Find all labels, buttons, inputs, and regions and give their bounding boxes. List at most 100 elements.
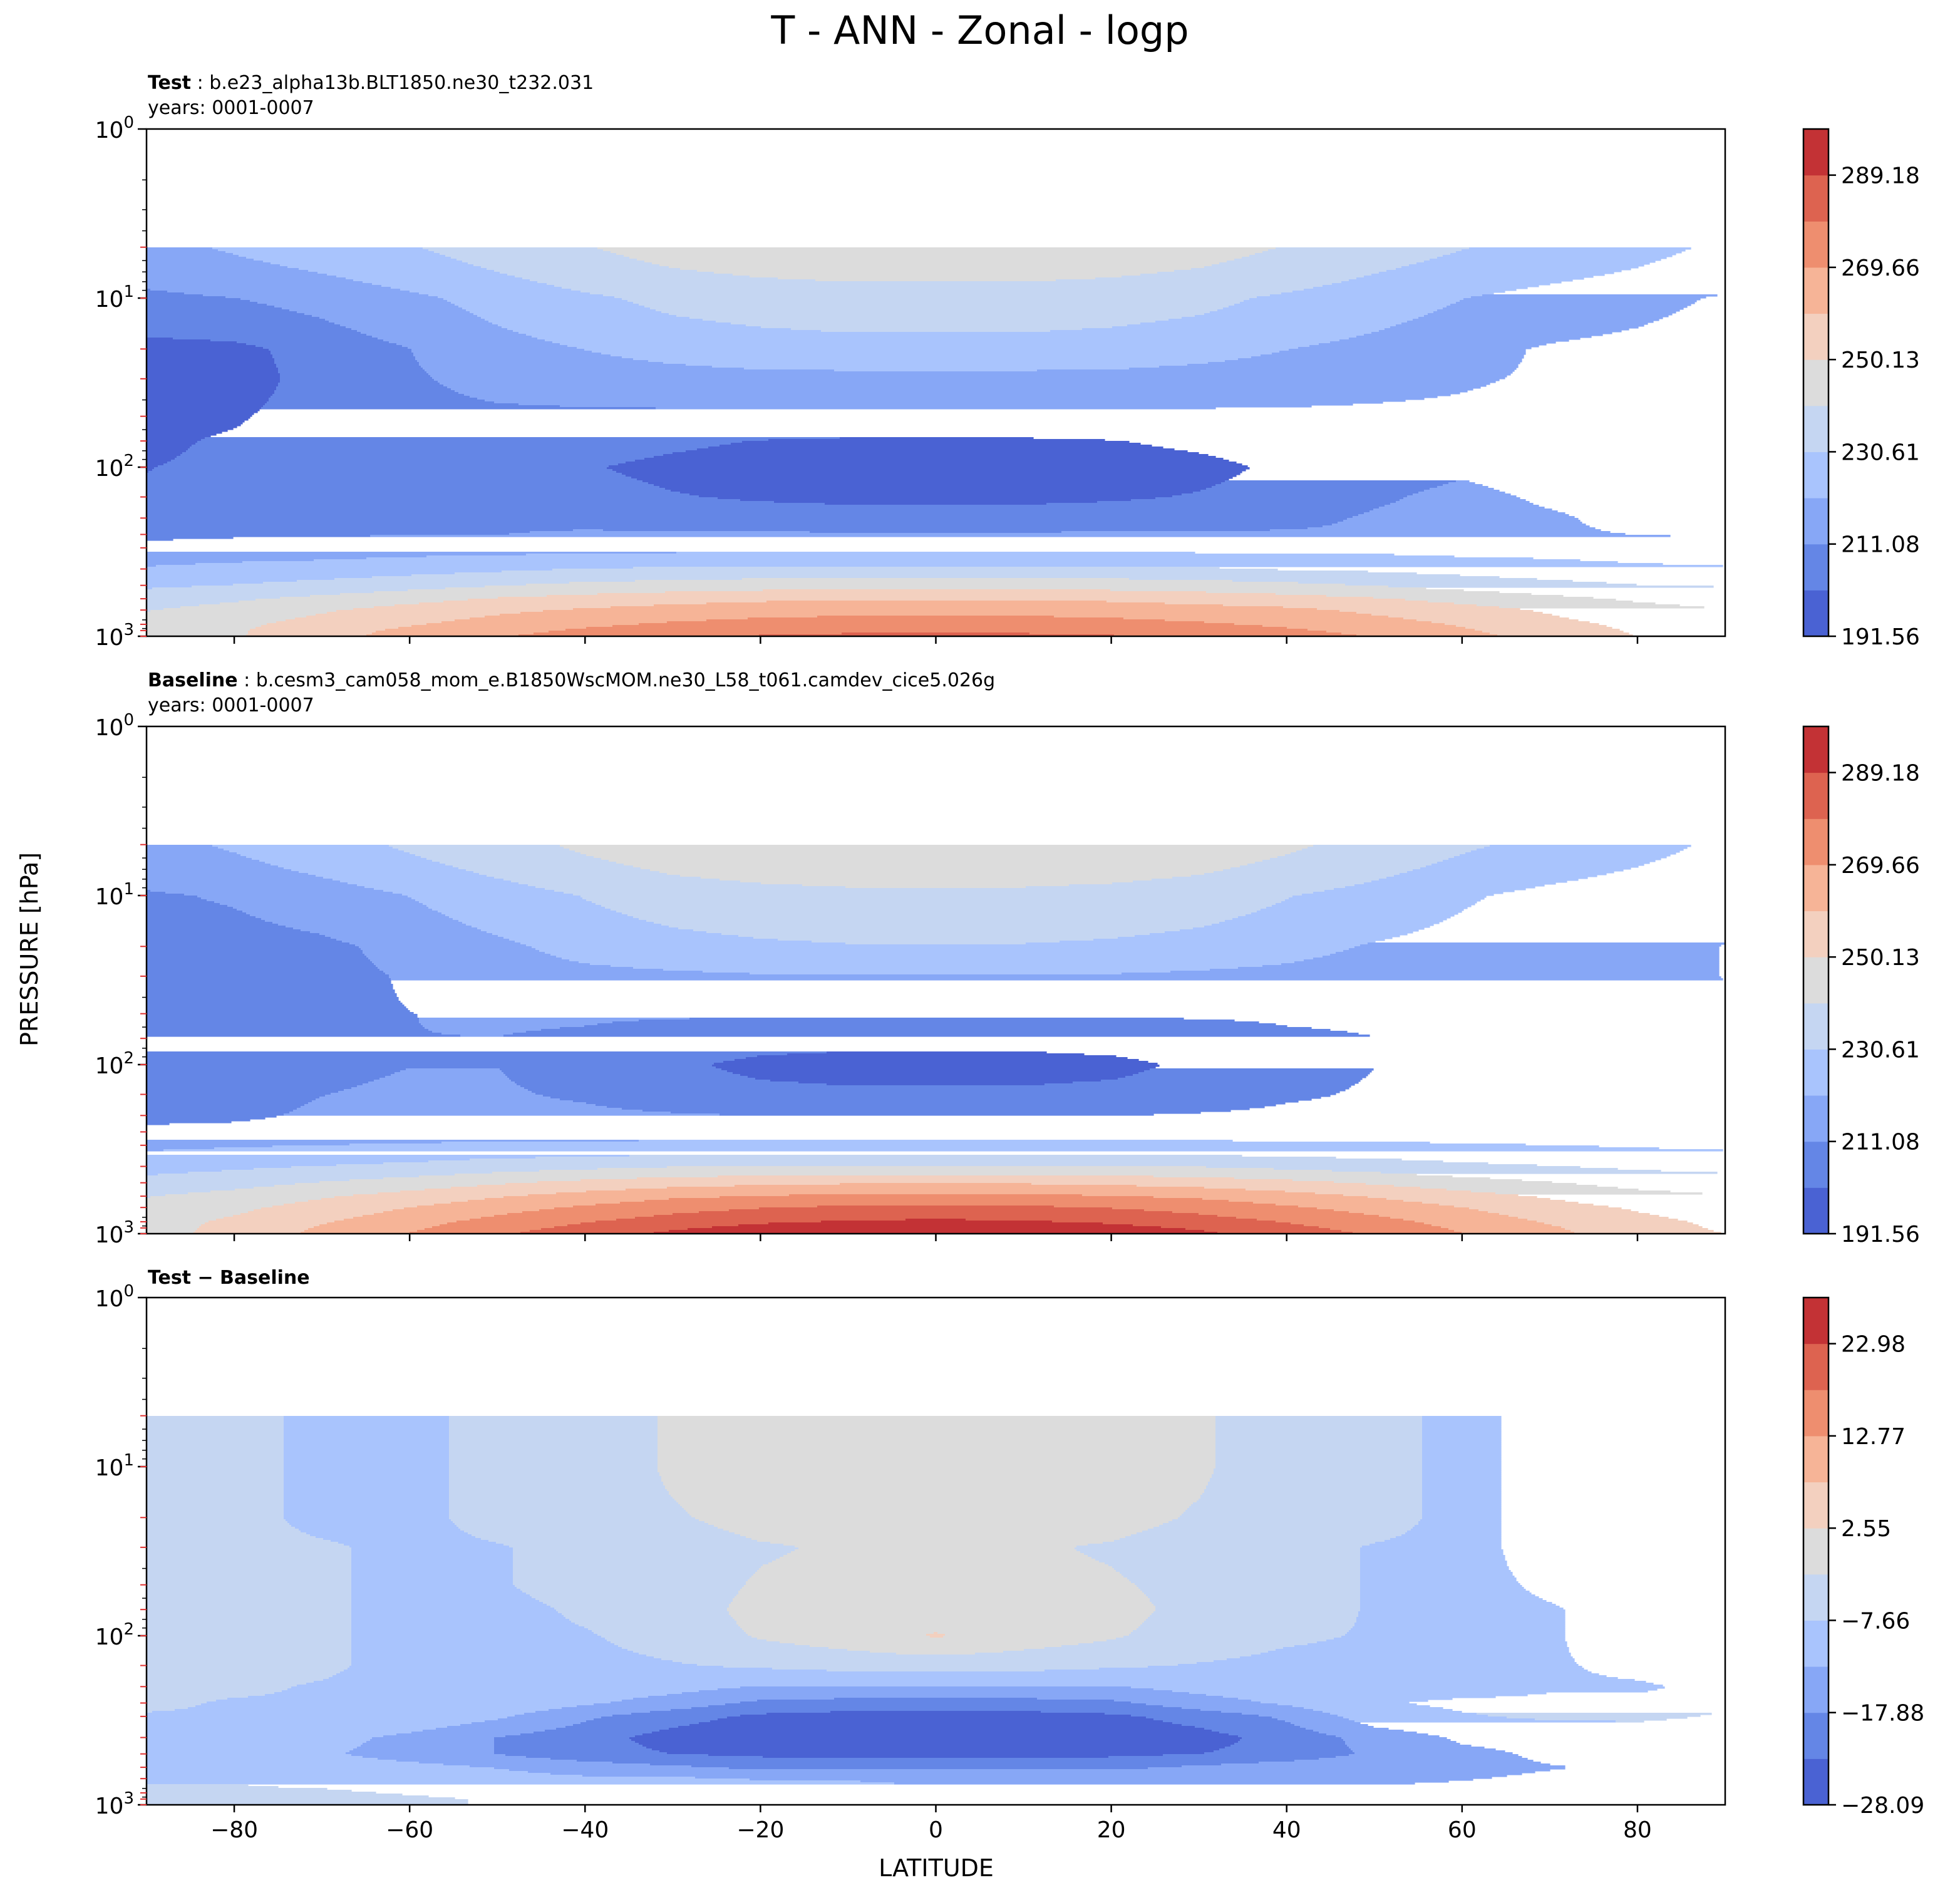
- contour-band: [147, 1461, 284, 1464]
- contour-band: [455, 304, 639, 306]
- contour-band: [147, 1006, 406, 1009]
- contour-band: [680, 875, 1192, 877]
- contour-band: [147, 407, 262, 410]
- contour-band: [503, 879, 720, 881]
- contour-band: [1385, 328, 1629, 331]
- y-tick-label: 101: [95, 880, 134, 910]
- contour-band: [363, 1083, 517, 1086]
- colorbar-tick-label: 2.55: [1841, 1516, 1891, 1542]
- contour-band: [1385, 1540, 1502, 1542]
- contour-band: [147, 1658, 352, 1661]
- contour-band: [1159, 1525, 1415, 1527]
- contour-band: [1422, 1433, 1502, 1435]
- contour-band: [147, 1547, 352, 1550]
- contour-band: [147, 1113, 284, 1116]
- contour-band: [147, 1591, 352, 1593]
- contour-band: [1360, 1570, 1511, 1572]
- contour-band: [445, 587, 1426, 590]
- contour-band: [601, 1717, 728, 1719]
- contour-band: [147, 1487, 284, 1490]
- contour-band: [456, 1525, 714, 1527]
- contour-band: [1445, 623, 1599, 626]
- contour-band: [325, 935, 498, 937]
- contour-band: [1422, 1514, 1502, 1516]
- contour-band: [1366, 1183, 1577, 1185]
- contour-band: [357, 1085, 521, 1088]
- contour-band: [147, 886, 365, 889]
- contour-band: [147, 507, 1380, 509]
- contour-band: [147, 907, 234, 909]
- contour-band: [147, 554, 527, 556]
- contour-band: [1499, 606, 1705, 609]
- contour-band: [147, 460, 172, 462]
- contour-band: [1148, 1666, 1582, 1668]
- contour-band: [753, 1574, 1122, 1576]
- contour-band: [147, 1683, 307, 1685]
- contour-band: [1403, 1200, 1565, 1202]
- contour-band: [776, 1559, 1096, 1561]
- contour-band: [691, 1707, 1182, 1710]
- colorbar-tick-label: −17.88: [1841, 1701, 1924, 1727]
- contour-band: [1349, 1747, 1485, 1749]
- contour-band: [366, 956, 557, 958]
- contour-band: [468, 1200, 645, 1202]
- contour-band: [147, 1108, 297, 1110]
- contour-band: [147, 1754, 352, 1757]
- contour-band: [639, 1140, 1233, 1142]
- contour-band: [147, 1211, 249, 1214]
- contour-band: [147, 1031, 433, 1033]
- contour-band: [284, 1470, 450, 1473]
- contour-band: [494, 1743, 639, 1745]
- y-tick-exponent: 0: [123, 711, 134, 730]
- contour-band: [714, 1525, 1160, 1527]
- contour-band: [821, 330, 1051, 333]
- contour-band: [351, 1591, 523, 1593]
- contour-band: [147, 1082, 369, 1084]
- contour-band: [1195, 315, 1425, 318]
- panel-label-case: : b.e23_alpha13b.BLT1850.ne30_t232.031: [191, 72, 594, 94]
- contour-band: [147, 1155, 630, 1157]
- contour-band: [351, 1628, 589, 1631]
- contour-band: [147, 1504, 284, 1507]
- contour-band: [616, 253, 1256, 256]
- contour-band: [310, 1534, 472, 1537]
- contour-band: [505, 1183, 840, 1185]
- contour-band: [284, 1418, 450, 1420]
- contour-band: [428, 1029, 542, 1031]
- contour-band: [481, 1217, 636, 1219]
- contour-band: [147, 587, 153, 590]
- contour-band: [425, 1027, 560, 1030]
- contour-band: [426, 858, 602, 860]
- colorbar-tick-label: 269.66: [1841, 256, 1920, 281]
- contour-band: [284, 1437, 450, 1439]
- contour-band: [1246, 914, 1455, 917]
- contour-band: [1422, 1504, 1502, 1507]
- contour-band: [556, 1728, 669, 1730]
- panel-label: Test − Baseline: [148, 1267, 310, 1289]
- contour-band: [147, 1532, 307, 1535]
- contour-band: [646, 1747, 1225, 1749]
- contour-band: [276, 386, 448, 389]
- contour-band: [526, 554, 1395, 556]
- contour-band: [449, 1512, 688, 1514]
- contour-band: [393, 1209, 540, 1212]
- contour-band: [147, 292, 185, 295]
- contour-band: [738, 1624, 1141, 1627]
- contour-band: [532, 946, 1355, 949]
- contour-band: [567, 345, 1310, 348]
- contour-band: [147, 471, 149, 473]
- contour-band: [449, 1514, 690, 1516]
- contour-band: [577, 1760, 1295, 1762]
- contour-band: [351, 1564, 513, 1567]
- contour-band: [147, 345, 256, 348]
- contour-band: [147, 1553, 352, 1556]
- contour-band: [582, 897, 1289, 900]
- contour-band: [1082, 1194, 1344, 1197]
- contour-band: [147, 845, 213, 847]
- contour-band: [1056, 279, 1349, 282]
- contour-band: [147, 1140, 639, 1142]
- contour-band: [147, 1065, 713, 1067]
- contour-band: [547, 283, 1333, 286]
- contour-band: [147, 1010, 410, 1013]
- contour-band: [331, 1540, 489, 1542]
